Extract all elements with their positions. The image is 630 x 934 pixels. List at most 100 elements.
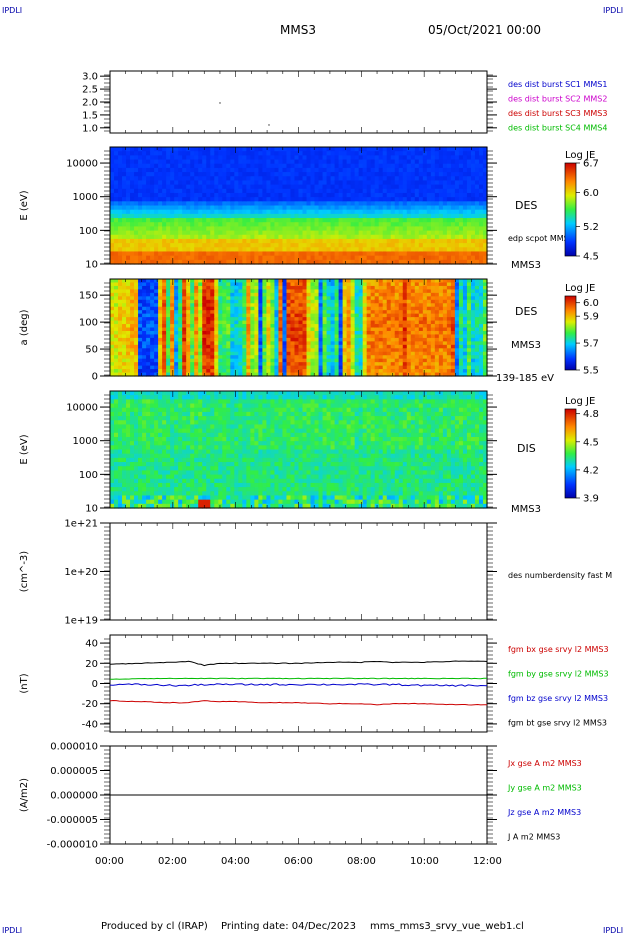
spectrogram-cell (254, 317, 259, 322)
spectrogram-cell (422, 234, 428, 240)
spectrogram-cell (398, 310, 404, 315)
spectrogram-cell (114, 167, 119, 173)
spectrogram-cell (222, 184, 227, 190)
spectrogram-cell (330, 201, 336, 207)
spectrogram-cell (130, 163, 135, 169)
spectrogram-cell (322, 320, 328, 325)
spectrogram-cell (110, 238, 115, 244)
spectrogram-cell (174, 289, 179, 294)
spectrogram-cell (170, 205, 175, 211)
spectrogram-cell (374, 365, 380, 370)
spectrogram-cell (414, 151, 420, 156)
spectrogram-cell (302, 172, 308, 177)
spectrogram-cell (290, 201, 296, 207)
spectrogram-cell (194, 255, 199, 261)
spectrogram-cell (274, 341, 280, 346)
spectrogram-cell (414, 334, 420, 339)
spectrogram-cell (154, 289, 159, 294)
spectrogram-cell (186, 348, 191, 353)
spectrogram-cell (118, 243, 123, 248)
spectrogram-cell (126, 163, 131, 169)
spectrogram-cell (114, 192, 119, 198)
spectrogram-cell (406, 176, 412, 182)
spectrogram-cell (334, 279, 340, 284)
spectrogram-cell (314, 197, 320, 202)
spectrogram-cell (474, 172, 480, 177)
spectrogram-cell (418, 327, 424, 332)
spectrogram-cell (274, 151, 280, 156)
spectrogram-cell (182, 197, 187, 202)
spectrogram-cell (394, 243, 400, 248)
spectrogram-cell (210, 247, 215, 253)
spectrogram-cell (170, 218, 175, 223)
spectrogram-cell (446, 147, 452, 152)
spectrogram-cell (230, 243, 235, 248)
spectrogram-cell (306, 320, 312, 325)
spectrogram-cell (394, 163, 400, 169)
spectrogram-cell (302, 344, 308, 349)
spectrogram-cell (250, 344, 255, 349)
spectrogram-cell (338, 155, 344, 161)
spectrogram-cell (138, 296, 143, 301)
spectrogram-cell (234, 243, 239, 248)
spectrogram-cell (210, 289, 215, 294)
spectrogram-cell (162, 197, 167, 202)
spectrogram-cell (118, 151, 123, 156)
spectrogram-cell (410, 218, 416, 223)
spectrogram-cell (114, 362, 119, 367)
spectrogram-cell (314, 172, 320, 177)
spectrogram-cell (298, 184, 304, 190)
spectrogram-cell (218, 238, 223, 244)
spectrogram-cell (290, 317, 296, 322)
spectrogram-cell (162, 218, 167, 223)
spectrogram-cell (398, 222, 404, 227)
spectrogram-cell (314, 310, 320, 315)
spectrogram-cell (474, 255, 480, 261)
spectrogram-cell (230, 372, 235, 377)
spectrogram-cell (442, 341, 448, 346)
spectrogram-cell (158, 238, 163, 244)
spectrogram-cell (222, 243, 227, 248)
spectrogram-cell (262, 167, 268, 173)
spectrogram-cell (358, 285, 364, 290)
spectrogram-cell (342, 197, 348, 202)
spectrogram-cell (278, 159, 284, 165)
spectrogram-cell (394, 292, 400, 297)
spectrogram-cell (254, 151, 259, 156)
spectrogram-cell (142, 289, 147, 294)
spectrogram-cell (374, 226, 380, 232)
spectrogram-cell (342, 172, 348, 177)
spectrogram-cell (358, 226, 364, 232)
spectrogram-cell (402, 296, 408, 301)
spectrogram-cell (150, 292, 155, 297)
spectrogram-cell (402, 205, 408, 211)
spectrogram-cell (226, 310, 231, 315)
spectrogram-cell (306, 192, 312, 198)
spectrogram-cell (298, 362, 304, 367)
spectrogram-cell (218, 247, 223, 253)
spectrogram-cell (330, 151, 336, 156)
spectrogram-cell (186, 172, 191, 177)
spectrogram-cell (198, 184, 203, 190)
spectrogram-cell (302, 348, 308, 353)
spectrogram-cell (386, 282, 392, 287)
spectrogram-cell (266, 226, 272, 232)
spectrogram-cell (338, 285, 344, 290)
spectrogram-cell (410, 351, 416, 356)
spectrogram-cell (266, 259, 272, 265)
spectrogram-cell (142, 147, 147, 152)
spectrogram-cell (286, 201, 292, 207)
spectrogram-cell (410, 299, 416, 304)
spectrogram-cell (190, 234, 195, 240)
spectrogram-cell (426, 243, 432, 248)
spectrogram-cell (114, 222, 119, 227)
spectrogram-cell (162, 222, 167, 227)
spectrogram-cell (282, 192, 288, 198)
spectrogram-cell (294, 348, 300, 353)
spectrogram-cell (318, 310, 324, 315)
spectrogram-cell (270, 330, 276, 336)
spectrogram-cell (470, 205, 476, 211)
spectrogram-cell (170, 230, 175, 236)
spectrogram-cell (230, 341, 235, 346)
spectrogram-cell (258, 320, 263, 325)
